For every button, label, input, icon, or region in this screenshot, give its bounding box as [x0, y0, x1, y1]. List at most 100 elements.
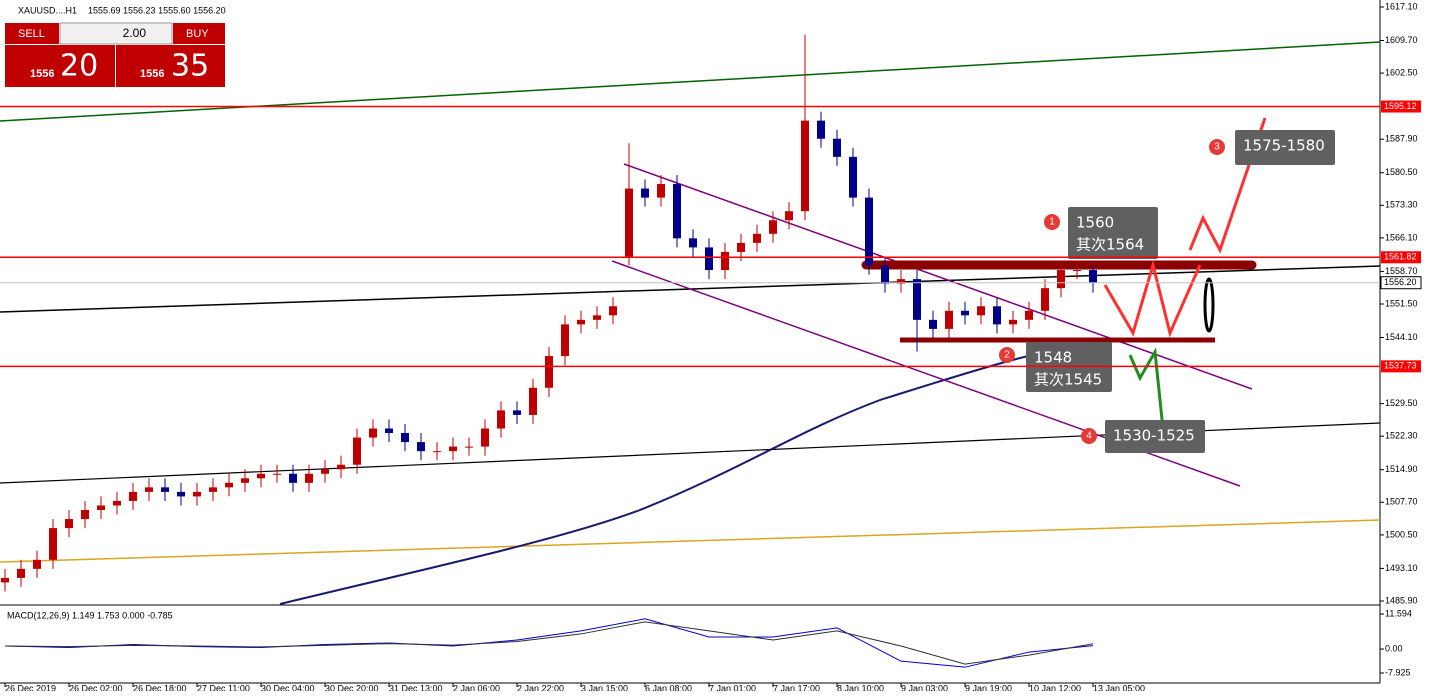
x-tick-label: 26 Dec 18:00	[133, 683, 187, 691]
candle-body	[369, 428, 377, 438]
candle-body	[577, 319, 585, 325]
candle-body	[33, 559, 41, 569]
annotation-badge	[999, 347, 1015, 363]
candle-body	[337, 464, 345, 470]
lot-input[interactable]	[59, 22, 173, 45]
candle-body	[609, 306, 617, 316]
candle-body	[737, 242, 745, 252]
candle-body	[769, 220, 777, 234]
buy-button[interactable]	[173, 23, 225, 44]
candle-body	[529, 387, 537, 415]
trade-panel: SELL 2.00 BUY 1556 20 1556 35	[5, 22, 225, 87]
price-level-label: 1595.12	[1384, 101, 1417, 111]
trend-line	[0, 41, 1381, 122]
candle-body	[705, 247, 713, 271]
candle-body	[401, 433, 409, 443]
candle-body	[913, 279, 921, 320]
annotation-number: 3	[1214, 142, 1220, 153]
sell-price: 1556	[30, 68, 54, 80]
candle-body	[17, 568, 25, 578]
annotation-box	[1235, 130, 1335, 165]
x-tick-label: 26 Dec 2019	[5, 683, 56, 691]
x-tick-label: 9 Jan 03:00	[901, 683, 948, 691]
arrow-path	[1188, 117, 1267, 254]
y-tick-label: 1609.70	[1385, 35, 1418, 45]
y-tick-label: 1544.10	[1385, 332, 1418, 342]
candle-body	[897, 279, 905, 284]
candle-body	[289, 473, 297, 483]
y-tick-label: 1485.90	[1385, 595, 1418, 605]
annotations: 1 1560 其次1564 2 1548 其次1545 3 1575-1580 4 1530-15…	[999, 130, 1335, 453]
x-tick-label: 2 Jan 22:00	[517, 683, 564, 691]
x-tick-label: 3 Jan 15:00	[581, 683, 628, 691]
candle-body	[209, 487, 217, 492]
candle-body	[177, 491, 185, 497]
candle-body	[1041, 288, 1049, 311]
candle-body	[129, 491, 137, 501]
y-tick-label: 1522.30	[1385, 431, 1418, 441]
candle-body	[497, 410, 505, 429]
y-tick-label: 1493.10	[1385, 563, 1418, 573]
x-tick-label: 26 Dec 02:00	[69, 683, 123, 691]
candle-body	[113, 500, 121, 506]
price-level-label: 1537.73	[1384, 361, 1417, 371]
y-tick-label: 1507.70	[1385, 497, 1418, 507]
y-tick-label: 1529.50	[1385, 398, 1418, 408]
y-tick-label: 1551.50	[1385, 298, 1418, 308]
candle-body	[977, 306, 985, 316]
annotation-text: 其次1545	[1034, 371, 1102, 389]
candle-body	[273, 473, 281, 475]
y-tick-label: 1566.10	[1385, 232, 1418, 242]
price-level-tag	[1381, 100, 1421, 113]
candle-body	[545, 356, 553, 388]
sell-pips: 20	[60, 49, 98, 84]
annotation-badge	[1081, 428, 1097, 444]
price-level-label: 1556.20	[1384, 277, 1417, 287]
candle-body	[945, 310, 953, 329]
annotation-number: 1	[1049, 217, 1055, 228]
candle-body	[753, 233, 761, 243]
candle-body	[161, 487, 169, 492]
x-tick-label: 7 Jan 17:00	[773, 683, 820, 691]
candle-body	[193, 491, 201, 497]
x-tick-label: 10 Jan 12:00	[1029, 683, 1081, 691]
x-tick-label: 9 Jan 19:00	[965, 683, 1012, 691]
price-level-tag	[1380, 276, 1422, 290]
price-level-label: 1561.82	[1384, 252, 1417, 262]
candle-body	[385, 428, 393, 434]
candle-body	[961, 310, 969, 316]
candle-body	[801, 120, 809, 212]
candle-body	[833, 138, 841, 157]
candle-body	[257, 473, 265, 479]
y-tick-label: 1602.50	[1385, 67, 1418, 77]
buy-price-box[interactable]	[116, 45, 225, 87]
macd-y-tick-label: 0.00	[1385, 643, 1403, 653]
symbol: XAUUSD....H1	[18, 5, 77, 15]
candle-body	[849, 156, 857, 198]
sell-button[interactable]	[5, 23, 59, 44]
candle-body	[593, 315, 601, 320]
candle-body	[657, 184, 665, 198]
sell-price-box[interactable]	[5, 45, 115, 87]
arrow-path	[1103, 259, 1202, 338]
candle-body	[785, 211, 793, 221]
candle-body	[65, 519, 73, 529]
x-tick-label: 8 Jan 10:00	[837, 683, 884, 691]
candle-body	[49, 528, 57, 560]
y-tick-label: 1500.50	[1385, 529, 1418, 539]
candle-body	[561, 324, 569, 357]
candle-body	[929, 319, 937, 329]
candle-body	[481, 428, 489, 447]
macd-y-tick-label: -7.925	[1385, 667, 1411, 677]
lot-value: 2.00	[123, 26, 147, 40]
buy-price: 1556	[140, 68, 164, 80]
candle-body	[1025, 310, 1033, 320]
candle-body	[817, 120, 825, 139]
macd-line	[4, 621, 1094, 665]
candle-body	[1073, 270, 1081, 272]
annotation-box	[1068, 207, 1158, 259]
candle-body	[865, 197, 873, 266]
y-tick-label: 1558.70	[1385, 266, 1418, 276]
x-tick-label: 31 Dec 13:00	[389, 683, 443, 691]
